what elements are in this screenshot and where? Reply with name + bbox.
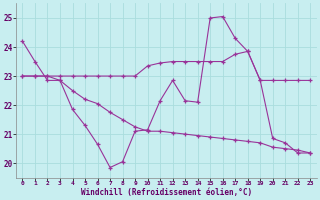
- X-axis label: Windchill (Refroidissement éolien,°C): Windchill (Refroidissement éolien,°C): [81, 188, 252, 197]
